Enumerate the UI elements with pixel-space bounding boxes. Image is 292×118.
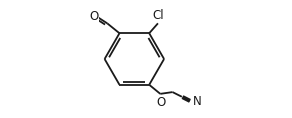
Text: O: O xyxy=(89,10,98,23)
Text: N: N xyxy=(193,95,202,108)
Text: Cl: Cl xyxy=(152,9,164,22)
Text: O: O xyxy=(156,96,166,109)
